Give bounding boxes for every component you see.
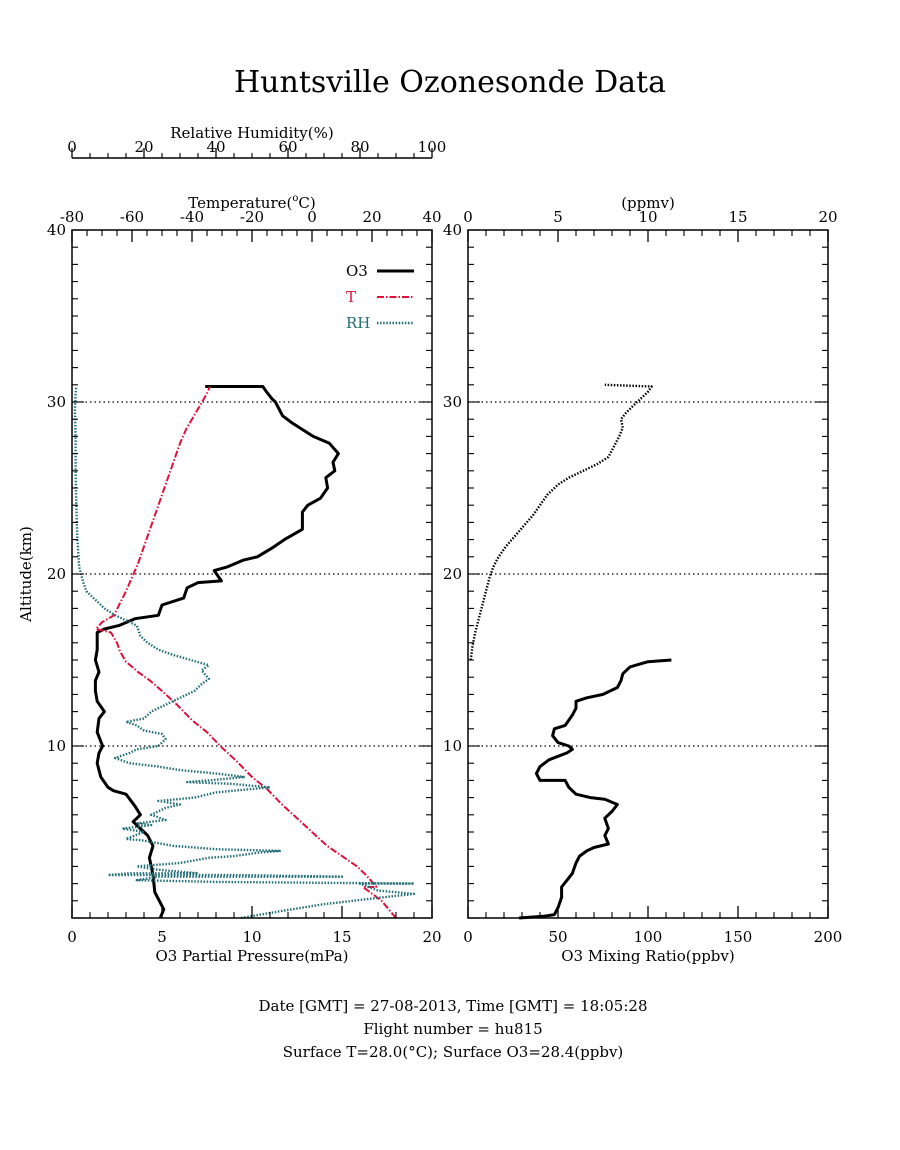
footer-surface-values: Surface T=28.0(°C); Surface O3=28.4(ppbv… [283, 1043, 624, 1061]
rh-tick-label: 20 [134, 138, 153, 156]
partial-pressure-tick-label: 15 [332, 928, 351, 946]
mixing-ratio-tick-label: 100 [634, 928, 663, 946]
ppmv-tick-label: 0 [463, 208, 473, 226]
footer-flight-number: Flight number = hu815 [363, 1020, 542, 1038]
temperature-tick-label: 0 [307, 208, 317, 226]
right-panel: 0 50 100 150 200 0 5 10 15 20 10 20 30 40 (ppmv) O3 M… [443, 194, 842, 965]
temperature-tick-label: 20 [362, 208, 381, 226]
legend-label-t: T [346, 288, 356, 306]
o3-mixing-ratio-label: O3 Mixing Ratio(ppbv) [561, 947, 734, 965]
right-series-group [469, 383, 672, 920]
series-line-rh [73, 386, 416, 920]
left-ticks: 0 5 10 15 20 -80 -60 -40 -20 0 20 40 10 20 30 40 [47, 208, 442, 946]
temperature-label-end: C) [298, 194, 315, 212]
mixing-ratio-tick-label: 200 [814, 928, 843, 946]
temperature-tick-label: -20 [240, 208, 264, 226]
series-line-t [95, 386, 397, 919]
temperature-tick-label: -80 [60, 208, 84, 226]
altitude-axis-label: Altitude(km) [17, 526, 35, 623]
temperature-axis-label: Temperature(oC) [188, 193, 316, 212]
temperature-label-sup: o [292, 193, 298, 204]
series-line-o3 [93, 385, 340, 919]
rh-tick-label: 60 [278, 138, 297, 156]
partial-pressure-tick-label: 20 [422, 928, 441, 946]
left-panel: 0 5 10 15 20 -80 -60 -40 -20 0 20 40 10 20 30 40 0 20 40 6… [17, 124, 446, 965]
legend-label-o3: O3 [346, 262, 368, 280]
chart-title: Huntsville Ozonesonde Data [234, 65, 666, 100]
right-altitude-tick-label: 40 [443, 221, 462, 239]
footer-date-time: Date [GMT] = 27-08-2013, Time [GMT] = 18… [258, 997, 647, 1015]
o3-partial-pressure-label: O3 Partial Pressure(mPa) [155, 947, 348, 965]
right-altitude-tick-label: 20 [443, 565, 462, 583]
left-altitude-tick-label: 30 [47, 393, 66, 411]
left-altitude-tick-label: 20 [47, 565, 66, 583]
left-series-group [73, 385, 416, 920]
rh-axis-ticks: 0 20 40 60 80 100 [67, 138, 446, 158]
ppmv-tick-label: 15 [728, 208, 747, 226]
partial-pressure-tick-label: 5 [157, 928, 167, 946]
partial-pressure-tick-label: 0 [67, 928, 77, 946]
mixing-ratio-tick-label: 150 [724, 928, 753, 946]
temperature-tick-label: -40 [180, 208, 204, 226]
ppmv-tick-label: 10 [638, 208, 657, 226]
series-line-troposphere [518, 658, 672, 920]
ppmv-tick-label: 20 [818, 208, 837, 226]
legend-label-rh: RH [346, 314, 370, 332]
right-altitude-tick-label: 10 [443, 737, 462, 755]
rh-tick-label: 100 [418, 138, 447, 156]
rh-tick-label: 0 [67, 138, 77, 156]
rh-tick-label: 40 [206, 138, 225, 156]
mixing-ratio-tick-label: 0 [463, 928, 473, 946]
left-reference-lines [72, 401, 432, 747]
partial-pressure-tick-label: 10 [242, 928, 261, 946]
series-line-stratosphere [469, 383, 653, 661]
temperature-tick-label: -60 [120, 208, 144, 226]
ppmv-axis-label: (ppmv) [621, 194, 675, 212]
temperature-tick-label: 40 [422, 208, 441, 226]
right-ticks: 0 50 100 150 200 0 5 10 15 20 10 20 30 40 [443, 208, 842, 946]
right-altitude-tick-label: 30 [443, 393, 462, 411]
rh-tick-label: 80 [350, 138, 369, 156]
rh-axis-label: Relative Humidity(%) [170, 124, 333, 142]
right-reference-lines [468, 401, 828, 747]
left-altitude-tick-label: 40 [47, 221, 66, 239]
legend: O3 T RH [346, 262, 414, 332]
left-altitude-tick-label: 10 [47, 737, 66, 755]
ppmv-tick-label: 5 [553, 208, 563, 226]
temperature-label-main: Temperature( [188, 194, 292, 212]
mixing-ratio-tick-label: 50 [548, 928, 567, 946]
